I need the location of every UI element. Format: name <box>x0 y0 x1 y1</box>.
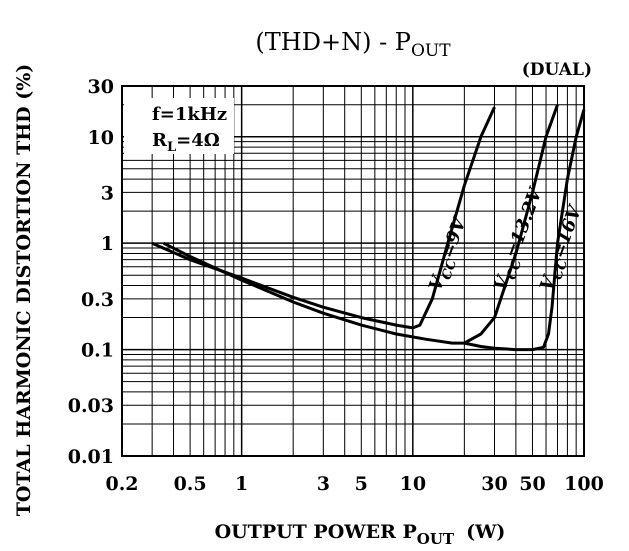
x-tick-label: 5 <box>355 473 368 495</box>
y-tick-label: 0.1 <box>81 340 114 362</box>
x-tick-label: 10 <box>400 473 426 495</box>
x-tick-label: 0.5 <box>174 473 207 495</box>
x-tick-labels: 0.2 0.5 1 3 5 10 30 50 100 <box>105 473 603 495</box>
plot-frame <box>121 85 585 457</box>
series-label-1: VCC=9V <box>425 213 475 295</box>
series-line-3 <box>464 109 586 352</box>
x-tick-label: 30 <box>481 473 507 495</box>
y-axis-label: TOTAL HARMONIC DISTORTION THD (%) <box>13 64 35 517</box>
x-tick-label: 100 <box>564 473 604 495</box>
series-line-1 <box>151 106 496 330</box>
y-tick-labels: 30 10 3 1 0.3 0.1 0.03 0.01 <box>68 76 114 468</box>
x-tick-label: 3 <box>317 473 330 495</box>
x-tick-label: 0.2 <box>105 473 138 495</box>
x-tick-label: 1 <box>235 473 248 495</box>
dual-note: (DUAL) <box>522 60 592 80</box>
x-tick-label: 50 <box>519 473 545 495</box>
x-axis-label: OUTPUT POWER POUT (W) <box>215 521 506 548</box>
y-tick-label: 30 <box>88 76 114 98</box>
y-tick-label: 0.3 <box>81 289 114 311</box>
test-conditions: f=1kHz RL=4Ω <box>152 104 227 155</box>
series-line-2 <box>162 104 559 345</box>
condition-frequency: f=1kHz <box>152 104 227 125</box>
y-tick-label: 10 <box>88 127 114 149</box>
chart-title: (THD+N) - POUT <box>255 28 451 61</box>
y-tick-label: 1 <box>101 233 114 255</box>
condition-load: RL=4Ω <box>152 130 220 155</box>
y-tick-label: 3 <box>101 182 114 204</box>
y-tick-label: 0.03 <box>68 395 114 417</box>
y-tick-label: 0.01 <box>68 446 114 468</box>
series-curves <box>151 104 586 352</box>
conditions-box <box>124 98 234 154</box>
